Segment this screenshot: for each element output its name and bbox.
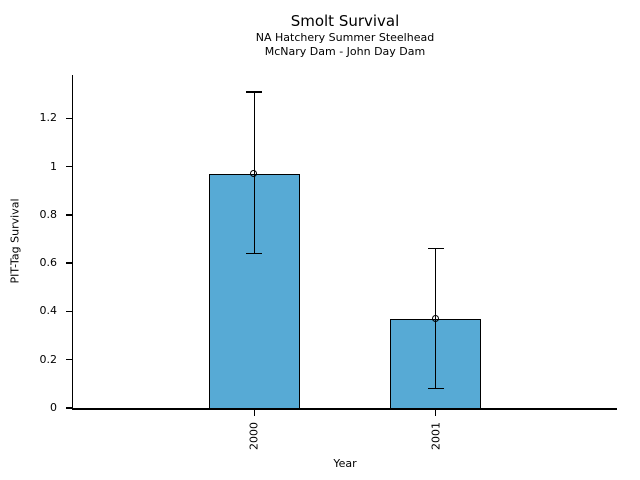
y-tick-label: 1: [50, 159, 57, 173]
y-tick-mark: [65, 262, 72, 264]
chart-subtitle-line2: McNary Dam - John Day Dam: [264, 45, 426, 58]
y-tick-mark: [65, 117, 72, 120]
x-tick-mark: [434, 409, 437, 416]
error-bar-cap-top-2000: [246, 91, 263, 93]
y-tick-label: 0.4: [39, 304, 58, 318]
y-tick-mark: [65, 407, 72, 409]
chart-title: Smolt Survival: [290, 12, 400, 30]
y-tick-mark: [65, 165, 72, 168]
y-axis-spine: [71, 75, 73, 410]
x-axis-label: Year: [333, 457, 357, 470]
data-point-marker-2000: [250, 169, 258, 177]
error-bar-cap-top-2001: [427, 247, 444, 250]
y-tick-label: 0.6: [39, 256, 58, 270]
x-tick-label: 2000: [247, 422, 261, 450]
error-bar-cap-bottom-2000: [246, 252, 263, 255]
y-tick-label: 0.2: [39, 352, 58, 366]
y-tick-label: 1.2: [39, 111, 58, 125]
y-tick-mark: [65, 214, 72, 216]
y-tick-label: 0: [50, 401, 57, 414]
y-tick-mark: [65, 358, 72, 361]
y-tick-mark: [65, 310, 72, 313]
x-tick-mark: [253, 409, 256, 416]
x-tick-label: 2001: [429, 422, 443, 450]
error-bar-cap-bottom-2001: [427, 387, 444, 390]
y-tick-label: 0.8: [39, 207, 58, 221]
x-axis-spine: [71, 408, 617, 410]
chart-subtitle-line1: NA Hatchery Summer Steelhead: [255, 31, 435, 44]
data-point-marker-2001: [431, 314, 439, 322]
